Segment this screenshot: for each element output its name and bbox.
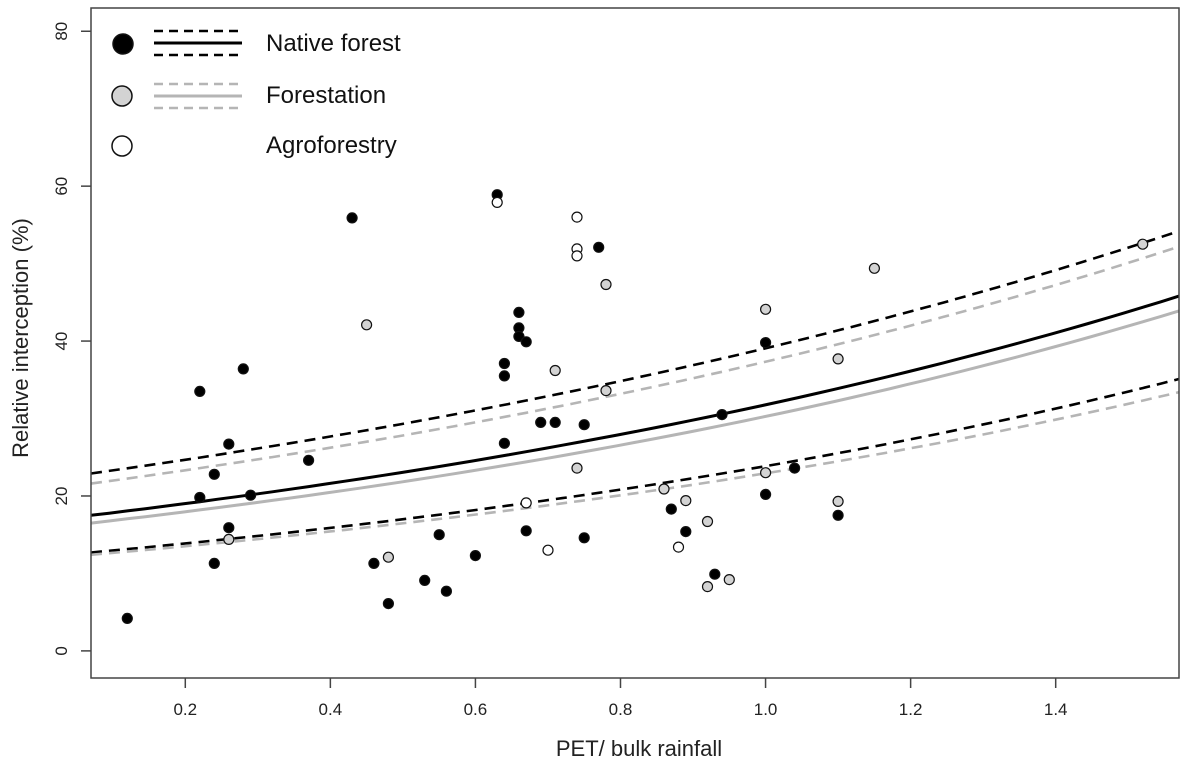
- data-point-forestation-13: [759, 467, 772, 479]
- data-point-forestation-15: [832, 495, 844, 507]
- data-point-agroforestry-6: [672, 541, 685, 553]
- x-tick-label-6: 1.4: [1044, 700, 1068, 719]
- data-point-native-forest-18: [498, 357, 510, 370]
- plot-frame: [90, 7, 1180, 679]
- legend: Native forest Forestation Agroforestry: [111, 29, 401, 159]
- data-point-agroforestry-1: [520, 497, 532, 509]
- data-point-agroforestry-0: [491, 196, 503, 208]
- y-tick-label-4: 80: [52, 22, 71, 41]
- data-points: [121, 189, 1149, 625]
- fit-line-forestation-lower: [90, 390, 1180, 557]
- data-point-native-forest-30: [593, 241, 605, 253]
- y-tick-label-3: 60: [52, 177, 71, 196]
- legend-label-native-forest: Native forest: [266, 30, 401, 57]
- legend-marker-forestation: [111, 85, 133, 107]
- data-point-forestation-9: [701, 515, 714, 528]
- legend-item-forestation: Forestation: [111, 82, 386, 110]
- data-point-forestation-8: [680, 495, 692, 507]
- data-point-forestation-4: [571, 462, 583, 474]
- data-point-native-forest-33: [709, 568, 721, 580]
- data-point-native-forest-34: [716, 409, 728, 421]
- data-point-forestation-5: [600, 278, 612, 291]
- data-point-native-forest-11: [368, 557, 380, 570]
- data-point-agroforestry-3: [571, 211, 583, 223]
- data-point-native-forest-4: [208, 557, 220, 570]
- data-point-native-forest-16: [469, 549, 481, 562]
- x-tick-label-1: 0.4: [319, 700, 343, 719]
- data-point-native-forest-2: [194, 491, 206, 504]
- x-tick-label-5: 1.2: [899, 700, 923, 719]
- data-point-native-forest-0: [121, 612, 133, 625]
- fit-lines: [90, 229, 1180, 557]
- data-point-native-forest-24: [520, 336, 532, 348]
- data-point-native-forest-36: [759, 488, 772, 500]
- data-point-native-forest-32: [680, 525, 692, 538]
- data-point-native-forest-6: [223, 522, 235, 534]
- x-tick-label-4: 1.0: [754, 700, 778, 719]
- data-point-native-forest-28: [578, 419, 590, 431]
- legend-item-agroforestry: Agroforestry: [111, 132, 397, 159]
- fit-line-native-forest-lower: [90, 377, 1180, 554]
- data-point-native-forest-13: [419, 574, 431, 587]
- data-point-native-forest-7: [237, 363, 249, 375]
- data-point-native-forest-5: [223, 438, 235, 450]
- y-tick-label-1: 20: [52, 487, 71, 506]
- data-point-native-forest-29: [578, 532, 590, 544]
- data-point-forestation-1: [361, 319, 373, 331]
- legend-label-agroforestry: Agroforestry: [266, 132, 397, 159]
- y-axis-title: Relative interception (%): [8, 218, 33, 458]
- y-axis: 0 20 40 60 80: [52, 22, 91, 656]
- data-point-native-forest-10: [346, 212, 358, 224]
- data-point-forestation-14: [832, 353, 844, 365]
- data-point-native-forest-20: [498, 437, 510, 449]
- legend-item-native-forest: Native forest: [112, 29, 401, 57]
- data-point-native-forest-15: [440, 585, 452, 597]
- data-point-native-forest-25: [520, 525, 532, 537]
- x-axis: 0.2 0.4 0.6 0.8 1.0 1.2 1.4: [173, 678, 1068, 719]
- data-point-native-forest-1: [194, 385, 206, 397]
- data-point-native-forest-37: [788, 462, 801, 474]
- data-point-native-forest-35: [759, 337, 772, 349]
- data-point-native-forest-14: [433, 529, 445, 541]
- data-point-native-forest-19: [498, 370, 510, 382]
- data-point-native-forest-8: [245, 489, 257, 501]
- data-point-forestation-16: [868, 262, 881, 274]
- data-point-forestation-6: [600, 385, 612, 397]
- data-point-forestation-3: [549, 364, 561, 377]
- data-point-forestation-0: [223, 533, 235, 546]
- data-point-native-forest-26: [535, 416, 547, 428]
- fit-line-native-forest-upper: [90, 229, 1180, 475]
- x-axis-title: PET/ bulk rainfall: [556, 736, 722, 761]
- data-point-native-forest-12: [382, 597, 394, 610]
- legend-marker-agroforestry: [111, 135, 133, 157]
- x-tick-label-2: 0.6: [464, 700, 488, 719]
- data-point-native-forest-27: [549, 416, 561, 428]
- fit-line-forestation-fit: [90, 309, 1180, 525]
- data-point-native-forest-23: [513, 330, 525, 342]
- data-point-native-forest-21: [513, 306, 525, 318]
- data-point-agroforestry-5: [571, 250, 583, 262]
- data-point-forestation-2: [382, 551, 394, 563]
- data-point-forestation-12: [759, 303, 772, 315]
- data-point-forestation-11: [723, 573, 735, 586]
- y-tick-label-2: 40: [52, 332, 71, 351]
- data-point-native-forest-38: [832, 509, 844, 521]
- data-point-forestation-7: [658, 483, 670, 495]
- data-point-forestation-17: [1137, 238, 1149, 250]
- fit-line-native-forest-fit: [90, 294, 1180, 517]
- data-point-native-forest-9: [303, 454, 315, 466]
- data-point-forestation-10: [701, 580, 714, 593]
- data-point-native-forest-3: [208, 468, 220, 480]
- x-tick-label-0: 0.2: [173, 700, 197, 719]
- data-point-agroforestry-2: [542, 544, 554, 556]
- fit-line-forestation-upper: [90, 245, 1180, 485]
- data-point-native-forest-31: [665, 503, 677, 515]
- legend-marker-native-forest: [112, 33, 134, 55]
- legend-label-forestation: Forestation: [266, 82, 386, 109]
- x-tick-label-3: 0.8: [609, 700, 633, 719]
- y-tick-label-0: 0: [52, 646, 71, 655]
